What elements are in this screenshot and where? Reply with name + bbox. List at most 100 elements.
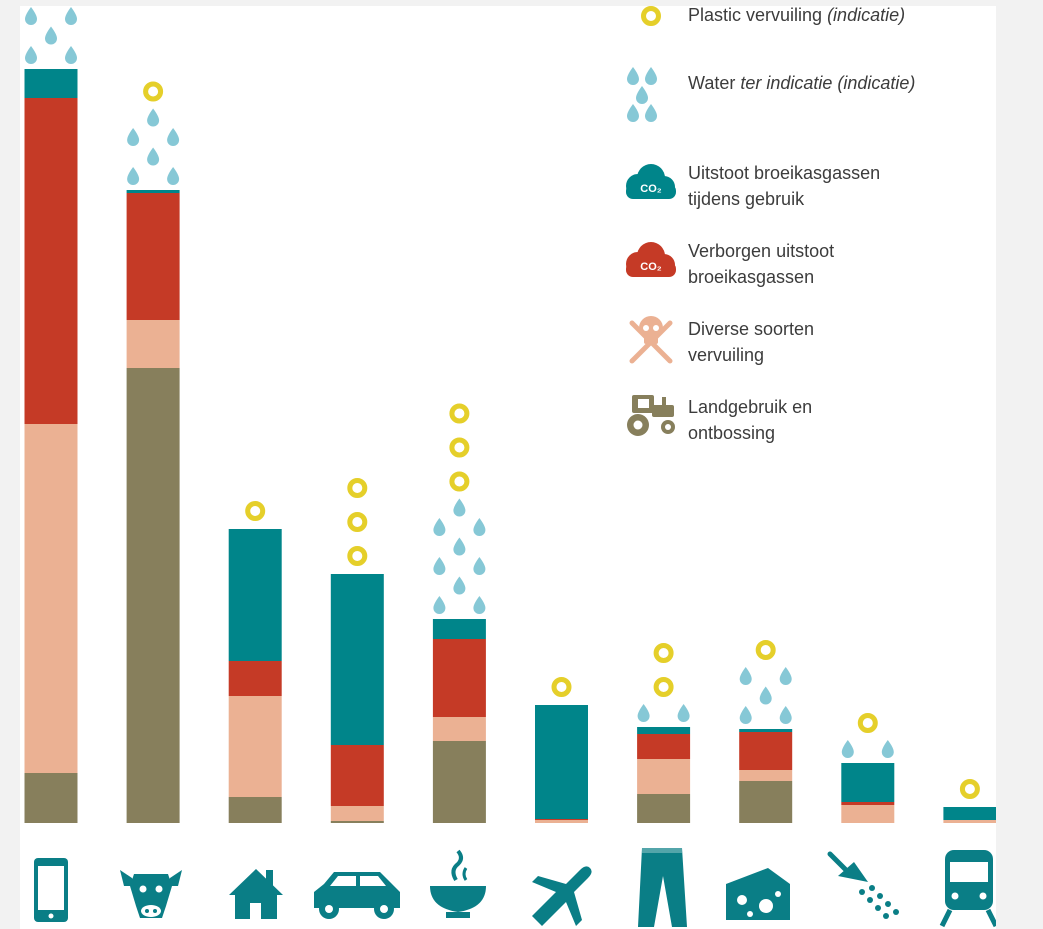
water-drop-icon: [453, 537, 466, 556]
water-drop-icon: [167, 128, 180, 146]
airplane-icon: [532, 866, 592, 926]
plastic-marker-icon: [959, 779, 980, 799]
legend-water-icon: [627, 67, 657, 122]
bar-segment-land: [637, 794, 691, 823]
bar-bowl: [432, 403, 486, 823]
cheese-icon: [726, 868, 790, 920]
water-drop-icon: [645, 67, 657, 85]
water-drop-icon: [65, 7, 77, 25]
legend-co2-use-icon: CO₂: [626, 164, 676, 199]
plastic-marker-icon: [857, 713, 878, 733]
plastic-marker-icon: [449, 471, 470, 492]
water-drop-icon: [147, 147, 160, 166]
water-drop-icon: [627, 67, 639, 85]
bar-segment-pollution: [126, 320, 180, 368]
legend-water-label: Water ter indicatie (indicatie): [688, 73, 915, 93]
shower-icon: [827, 851, 899, 919]
svg-text:CO₂: CO₂: [640, 261, 662, 273]
bar-train: [943, 779, 996, 823]
phone-icon: [34, 858, 68, 922]
bar-car: [330, 478, 384, 823]
water-drop-icon: [627, 104, 639, 122]
bar-segment-pollution: [24, 424, 78, 773]
legend: Plastic vervuiling (indicatie) Water ter…: [626, 6, 915, 443]
water-drop-icon: [841, 740, 854, 758]
water-drop-icon: [127, 128, 140, 146]
legend-pollution-label: Diverse soorten vervuiling: [688, 319, 819, 365]
water-drop-icon: [25, 46, 37, 64]
bar-segment-hidden: [535, 819, 588, 820]
plastic-marker-icon: [143, 81, 164, 102]
legend-plastic-label: Plastic vervuiling (indicatie): [688, 6, 905, 25]
bar-segment-use: [432, 619, 486, 639]
bar-segment-land: [126, 368, 180, 823]
bar-segment-hidden: [637, 734, 691, 759]
water-drop-icon: [453, 576, 466, 595]
bar-segment-pollution: [330, 806, 384, 821]
water-drop-icon: [473, 518, 486, 536]
water-drop-icon: [739, 667, 752, 685]
water-drop-icon: [433, 557, 446, 575]
plastic-marker-icon: [449, 437, 470, 458]
water-drop-icon: [881, 740, 894, 758]
water-drop-icon: [759, 686, 772, 705]
water-drop-icon: [65, 46, 77, 64]
bar-segment-pollution: [535, 820, 588, 823]
bar-segment-pollution: [637, 759, 691, 794]
bar-segment-land: [739, 781, 793, 823]
legend-hidden-label: Verborgen uitstoot broeikasgassen: [688, 241, 839, 287]
bar-shower: [841, 713, 895, 823]
chart-panel: Plastic vervuiling (indicatie) Water ter…: [20, 6, 996, 929]
bar-segment-hidden: [432, 639, 486, 717]
plastic-marker-icon: [653, 643, 674, 663]
bar-segment-use: [24, 69, 78, 98]
bar-segment-use: [330, 574, 384, 745]
water-drop-icon: [779, 706, 792, 724]
tractor-icon: [627, 395, 675, 436]
legend-use: CO₂ Uitstoot broeikasgassen tijdens gebr…: [626, 163, 885, 209]
legend-land: Landgebruik en ontbossing: [627, 395, 812, 443]
bar-segment-hidden: [330, 745, 384, 806]
plastic-marker-icon: [653, 677, 674, 697]
bar-segment-use: [943, 807, 996, 820]
bar-segment-land: [24, 773, 78, 823]
bar-segment-pollution: [432, 717, 486, 741]
legend-use-label: Uitstoot broeikasgassen tijdens gebruik: [688, 163, 885, 209]
bar-segment-pollution: [739, 770, 793, 781]
water-drop-icon: [645, 104, 657, 122]
car-icon: [314, 872, 400, 919]
skull-icon: [629, 316, 673, 364]
bar-segment-hidden: [126, 193, 180, 320]
water-drop-icon: [45, 26, 57, 45]
bowl-icon: [430, 849, 486, 918]
water-drop-icon: [779, 667, 792, 685]
water-drop-icon: [637, 704, 650, 722]
legend-water: Water ter indicatie (indicatie): [627, 67, 915, 122]
plastic-marker-icon: [449, 403, 470, 424]
category-icons: [34, 848, 996, 928]
water-drop-icon: [739, 706, 752, 724]
plastic-marker-icon: [347, 512, 368, 532]
plastic-marker-icon: [347, 546, 368, 566]
water-drop-icon: [433, 596, 446, 614]
bar-segment-hidden: [228, 661, 282, 696]
bar-jeans: [637, 643, 691, 823]
bar-segment-land: [432, 741, 486, 823]
legend-co2-hidden-icon: CO₂: [626, 242, 676, 277]
water-drop-icon: [433, 518, 446, 536]
bar-segment-pollution: [943, 820, 996, 823]
bar-segment-use: [841, 763, 895, 802]
bar-cow: [126, 81, 180, 823]
plastic-marker-icon: [551, 677, 572, 697]
train-icon: [939, 850, 996, 928]
stacked-bar-chart: Plastic vervuiling (indicatie) Water ter…: [24, 6, 996, 928]
water-drop-icon: [127, 167, 140, 185]
bar-segment-use: [637, 727, 691, 734]
plastic-marker-icon: [347, 478, 368, 498]
water-drop-icon: [473, 596, 486, 614]
bar-segment-hidden: [841, 802, 895, 805]
bar-airplane: [535, 677, 588, 823]
bar-segment-use: [228, 529, 282, 661]
bar-house: [228, 501, 282, 823]
house-icon: [229, 869, 283, 919]
